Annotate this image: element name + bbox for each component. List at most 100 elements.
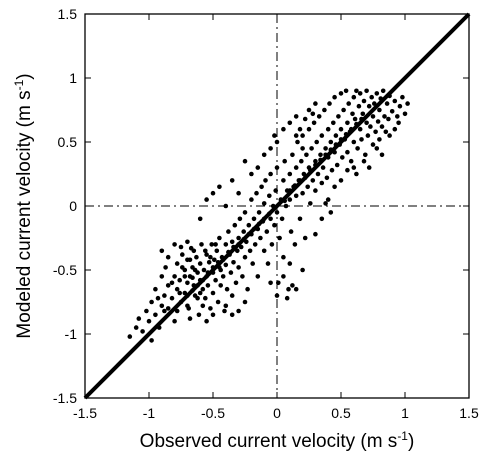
data-point xyxy=(156,325,162,330)
data-point xyxy=(240,274,245,279)
data-point xyxy=(194,254,199,260)
x-tick-label: -0.5 xyxy=(201,405,225,421)
y-tick-label: 0 xyxy=(69,198,77,214)
data-point xyxy=(274,139,280,145)
data-point xyxy=(246,231,252,237)
data-point xyxy=(281,178,286,183)
data-point xyxy=(223,203,229,209)
data-point xyxy=(199,242,204,247)
data-point xyxy=(342,137,348,142)
data-point xyxy=(191,248,197,254)
data-point xyxy=(174,308,180,314)
y-tick-label: 1.5 xyxy=(58,6,78,22)
data-point xyxy=(236,235,241,241)
data-point xyxy=(241,237,246,242)
data-point xyxy=(255,226,261,232)
data-point xyxy=(229,312,235,318)
data-point xyxy=(231,260,236,265)
data-point xyxy=(223,262,229,268)
data-point xyxy=(215,299,221,305)
data-point xyxy=(357,91,363,96)
data-point xyxy=(233,280,239,286)
data-point xyxy=(328,139,334,145)
data-point xyxy=(396,120,401,126)
data-point xyxy=(325,197,331,202)
data-point xyxy=(182,274,188,279)
data-point xyxy=(386,116,391,122)
data-point xyxy=(208,254,213,260)
data-point xyxy=(310,111,316,117)
data-point xyxy=(245,286,250,292)
data-point xyxy=(300,146,305,151)
data-point xyxy=(250,261,255,266)
data-point xyxy=(299,158,304,164)
data-point xyxy=(165,283,171,288)
data-point xyxy=(400,94,405,100)
data-point xyxy=(172,318,177,324)
data-point xyxy=(218,283,223,288)
data-point xyxy=(191,283,197,288)
data-point xyxy=(251,216,257,222)
data-point xyxy=(300,190,305,196)
data-point xyxy=(313,101,318,106)
data-point xyxy=(254,190,259,196)
data-point xyxy=(378,96,384,101)
data-point xyxy=(229,239,235,245)
data-point xyxy=(300,133,305,138)
data-point xyxy=(249,171,254,177)
data-point xyxy=(357,126,363,132)
data-point xyxy=(369,94,375,100)
data-point xyxy=(377,137,382,142)
data-point xyxy=(329,167,335,173)
data-point xyxy=(140,329,145,334)
data-point xyxy=(380,88,386,94)
y-tick-label: -1.5 xyxy=(53,390,77,406)
data-point xyxy=(255,274,261,279)
data-point xyxy=(287,197,293,202)
data-point xyxy=(267,193,272,199)
data-point xyxy=(252,242,258,247)
data-point xyxy=(163,265,168,270)
data-point xyxy=(313,158,318,164)
data-point xyxy=(242,254,248,260)
data-point xyxy=(397,103,403,109)
data-point xyxy=(337,142,343,147)
data-point xyxy=(187,257,193,263)
data-point xyxy=(235,248,240,254)
data-point xyxy=(208,306,213,311)
data-point xyxy=(338,137,344,142)
data-point xyxy=(387,93,392,99)
data-point xyxy=(268,146,273,151)
data-point xyxy=(215,260,221,265)
data-point xyxy=(192,267,198,273)
data-point xyxy=(281,274,286,279)
data-point xyxy=(201,267,207,273)
data-point xyxy=(174,286,180,292)
data-point xyxy=(287,120,293,126)
data-point xyxy=(174,261,180,266)
data-point xyxy=(236,242,241,247)
data-point xyxy=(306,107,312,113)
data-point xyxy=(334,162,340,168)
data-point xyxy=(405,101,410,106)
data-point xyxy=(302,175,308,181)
data-point xyxy=(153,312,158,318)
data-point xyxy=(309,146,314,151)
data-point xyxy=(402,111,408,117)
y-axis-label: Modeled current velocity (m s-1) xyxy=(12,73,35,338)
data-point xyxy=(268,171,273,177)
data-point xyxy=(392,98,398,104)
data-point xyxy=(354,88,359,94)
data-point xyxy=(185,293,190,298)
data-point xyxy=(190,288,195,293)
y-axis-label-close: ) xyxy=(14,73,35,79)
data-point xyxy=(323,201,328,206)
data-point xyxy=(169,295,175,301)
data-point xyxy=(311,120,317,126)
data-point xyxy=(364,120,369,126)
data-point xyxy=(205,283,211,288)
data-point xyxy=(282,198,288,204)
data-point xyxy=(153,286,158,292)
data-point xyxy=(200,277,206,283)
data-point xyxy=(226,249,231,255)
